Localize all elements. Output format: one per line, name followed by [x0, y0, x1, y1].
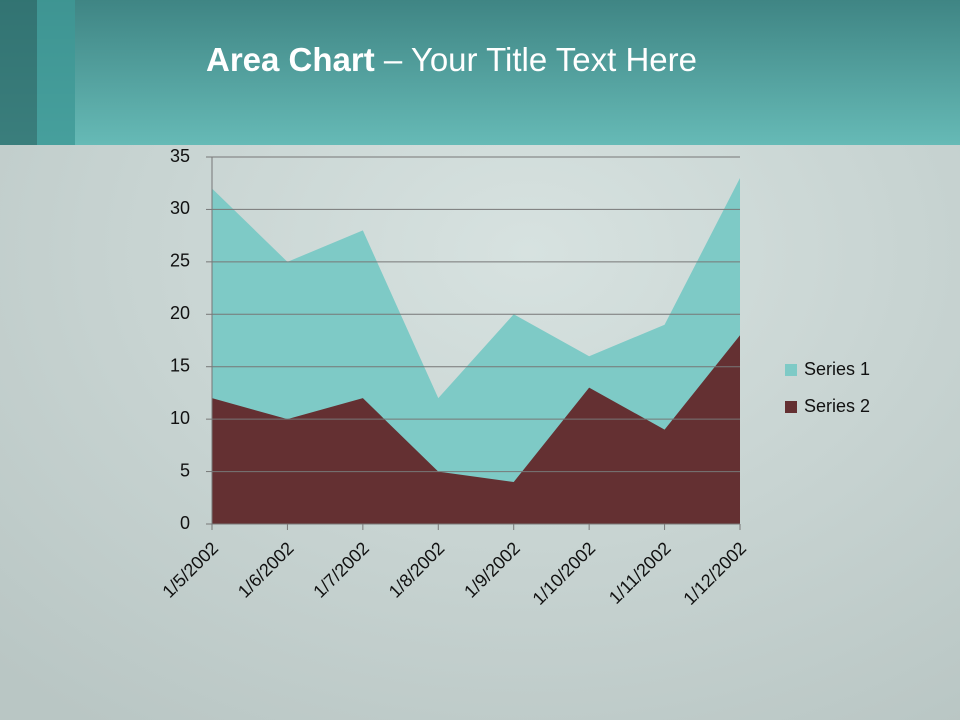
header-strip: [0, 0, 37, 145]
y-tick-label: 35: [170, 146, 190, 166]
y-tick-label: 0: [180, 513, 190, 533]
slide-title: Area Chart – Your Title Text Here: [206, 41, 697, 78]
y-tick-label: 20: [170, 303, 190, 323]
legend-label: Series 2: [804, 396, 870, 416]
y-tick-label: 5: [180, 460, 190, 480]
y-tick-label: 25: [170, 251, 190, 271]
header-band: [0, 0, 960, 145]
title-bold: Area Chart: [206, 41, 375, 78]
legend-swatch: [785, 364, 797, 376]
legend-label: Series 1: [804, 359, 870, 379]
title-rest: – Your Title Text Here: [384, 41, 697, 78]
area: [212, 335, 740, 524]
y-tick-label: 15: [170, 355, 190, 375]
y-tick-label: 30: [170, 198, 190, 218]
legend-swatch: [785, 401, 797, 413]
header-strip: [37, 0, 75, 145]
y-tick-label: 10: [170, 408, 190, 428]
